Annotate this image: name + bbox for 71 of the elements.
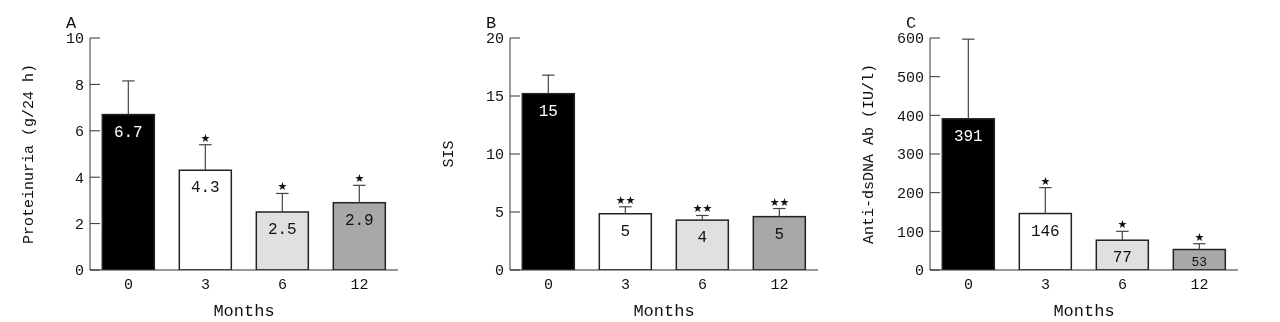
bar (1095, 239, 1150, 270)
annotation: ★★ (615, 193, 636, 207)
y-tick-label: 500 (896, 69, 924, 87)
y-tick-label: 10 (485, 147, 504, 165)
chart-title: B (486, 14, 497, 33)
x-tick-label: 12 (350, 276, 369, 294)
chart-title: C (906, 14, 917, 33)
y-tick-label: 5 (494, 205, 504, 223)
data-label: 5 (620, 222, 631, 241)
annotation: ★ (1194, 230, 1205, 244)
bar (332, 201, 387, 270)
bar (255, 211, 310, 270)
data-label: 391 (953, 127, 983, 146)
x-tick-label: 3 (1040, 276, 1051, 294)
y-tick-label: 10 (65, 31, 84, 49)
x-axis-title: Months (1053, 302, 1115, 321)
x-tick-label: 6 (277, 276, 288, 294)
x-tick-label: 0 (543, 276, 554, 294)
annotation: ★★ (769, 195, 790, 209)
bar (178, 169, 233, 270)
bar (1018, 212, 1073, 270)
chart-title: A (66, 14, 77, 33)
y-tick-label: 400 (896, 108, 924, 126)
data-label: 5 (774, 225, 785, 244)
annotation: ★ (277, 180, 288, 194)
annotation: ★ (1117, 218, 1128, 232)
y-tick-label: 20 (485, 31, 504, 49)
data-label: 146 (1030, 222, 1060, 241)
data-label: 77 (1112, 249, 1132, 268)
y-tick-label: 100 (896, 224, 924, 242)
x-tick-label: 12 (1190, 276, 1209, 294)
x-tick-label: 6 (1117, 276, 1128, 294)
bar (521, 92, 576, 270)
x-tick-label: 3 (620, 276, 631, 294)
annotation: ★ (200, 131, 211, 145)
annotation: ★★ (692, 202, 713, 216)
y-tick-label: 0 (914, 263, 924, 281)
x-tick-label: 0 (123, 276, 134, 294)
data-label: 6.7 (113, 123, 143, 142)
y-tick-label: 0 (494, 263, 504, 281)
y-tick-label: 6 (74, 124, 84, 142)
annotation: ★ (1040, 174, 1051, 188)
data-label: 2.5 (267, 221, 297, 239)
data-label: 53 (1191, 255, 1208, 270)
x-axis-title: Months (213, 302, 275, 321)
y-axis-title: SIS (441, 140, 459, 168)
bar (752, 215, 807, 270)
x-tick-label: 0 (963, 276, 974, 294)
y-tick-label: 600 (896, 31, 924, 49)
y-axis-title: Anti-dsDNA Ab (IU/l) (861, 63, 879, 245)
y-tick-label: 2 (74, 216, 84, 234)
y-tick-label: 4 (74, 170, 84, 188)
data-label: 2.9 (344, 211, 374, 230)
y-tick-label: 8 (74, 77, 84, 95)
x-axis-title: Months (633, 302, 695, 321)
bar (675, 219, 730, 270)
bar (941, 118, 996, 270)
data-label: 4 (697, 229, 708, 248)
bar (101, 113, 156, 270)
bar (598, 212, 653, 270)
data-label: 4.3 (190, 179, 220, 198)
annotation: ★ (354, 172, 365, 186)
data-label: 15 (538, 102, 558, 121)
y-tick-label: 200 (896, 185, 924, 203)
y-axis-title: Proteinuria (g/24 h) (21, 63, 39, 245)
y-tick-label: 15 (485, 89, 504, 107)
x-tick-label: 6 (697, 276, 708, 294)
x-tick-label: 12 (770, 276, 789, 294)
y-tick-label: 300 (896, 147, 924, 165)
x-tick-label: 3 (200, 276, 211, 294)
y-tick-label: 0 (74, 263, 84, 281)
